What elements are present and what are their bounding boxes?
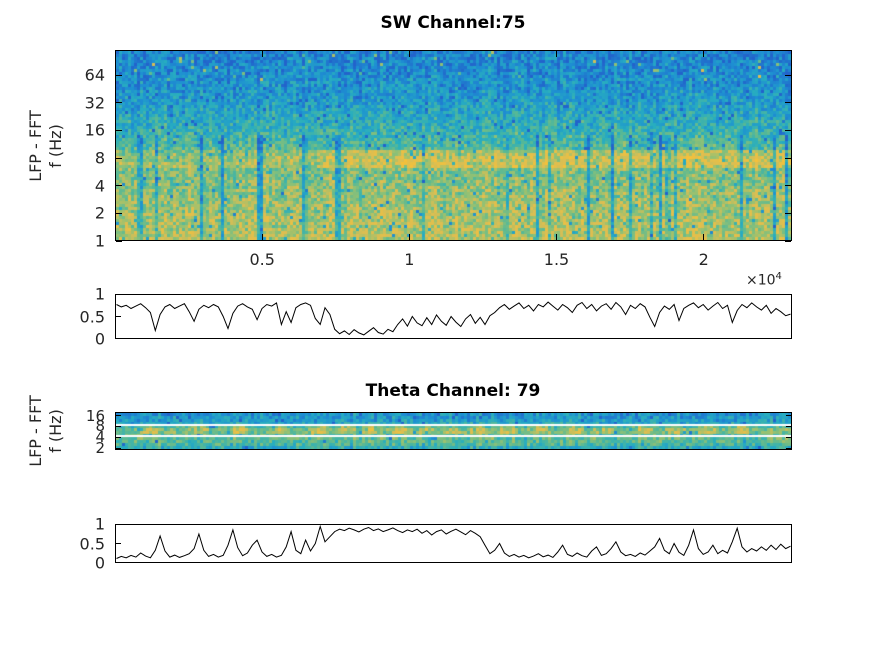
sw-y-tick-mark <box>116 102 122 104</box>
theta-y-axis-label: LFP - FFT f (Hz) <box>26 395 66 467</box>
sw-y-axis-label-line2: f (Hz) <box>46 124 65 168</box>
theta-spectrogram-panel <box>115 412 792 450</box>
sw-chart-title: SW Channel:75 <box>380 13 526 33</box>
sw-x-tick-mark-top <box>556 51 558 57</box>
sw-ratio-panel <box>115 294 792 339</box>
sw-x-tick-mark <box>261 234 263 240</box>
sw-y-tick-label: 1 <box>94 231 105 251</box>
sw-y-tick-mark <box>116 212 122 214</box>
sw-x-tick-mark-top <box>261 51 263 57</box>
sw-y-tick-label: 4 <box>94 176 105 196</box>
theta-ratio-panel <box>115 524 792 563</box>
sw-y-tick-mark-right <box>785 157 791 159</box>
sw-ratio-y-tick-label: 0 <box>94 329 105 349</box>
sw-x-tick-mark-top <box>703 51 705 57</box>
theta-y-tick-mark <box>116 436 121 438</box>
theta-spectrogram-image <box>116 413 791 449</box>
sw-ratio-line-plot <box>116 301 791 336</box>
theta-chart-title: Theta Channel: 79 <box>365 381 541 401</box>
theta-y-tick-label: 8 <box>95 417 105 436</box>
theta-y-axis-label-line2: f (Hz) <box>46 409 65 453</box>
sw-x-exponent-power: 4 <box>775 271 782 282</box>
theta-y-tick-label: 2 <box>95 439 105 458</box>
theta-y-axis-label-line1: LFP - FFT <box>26 395 45 467</box>
sw-y-tick-mark-right <box>785 212 791 214</box>
theta-ratio-y-tick-label: 0.5 <box>79 534 105 553</box>
sw-y-tick-label: 32 <box>84 93 105 113</box>
sw-y-axis-label: LFP - FFT f (Hz) <box>26 110 66 182</box>
sw-x-tick-mark <box>556 234 558 240</box>
sw-spectrogram-panel <box>115 50 792 241</box>
sw-y-tick-mark-right <box>785 185 791 187</box>
sw-x-tick-mark-top <box>408 51 410 57</box>
sw-y-tick-mark-right <box>785 102 791 104</box>
sw-ratio-y-tick-label: 0.5 <box>79 307 105 326</box>
theta-y-tick-mark-right <box>786 436 791 438</box>
sw-y-tick-mark-right <box>785 129 791 131</box>
sw-x-tick-label: 1.5 <box>543 250 570 269</box>
sw-y-tick-label: 2 <box>94 203 105 223</box>
sw-ratio-line <box>116 301 791 336</box>
sw-x-tick-mark <box>408 234 410 240</box>
theta-ratio-line <box>116 525 791 559</box>
sw-x-exponent-label: ×104 <box>746 271 782 289</box>
sw-x-tick-label: 1 <box>404 250 415 269</box>
sw-y-tick-mark <box>116 74 122 76</box>
sw-y-tick-mark <box>116 240 122 242</box>
sw-x-tick-mark <box>703 234 705 240</box>
theta-ratio-y-tick-mark <box>116 543 121 544</box>
sw-x-tick-label: 2 <box>698 250 709 269</box>
theta-y-tick-mark <box>116 447 121 449</box>
sw-y-tick-mark <box>116 185 122 187</box>
theta-y-tick-mark-right <box>786 447 791 449</box>
sw-y-tick-mark-right <box>785 74 791 76</box>
sw-ratio-y-tick-mark <box>116 316 121 317</box>
theta-y-tick-mark <box>116 415 121 417</box>
theta-y-tick-mark <box>116 425 121 427</box>
sw-y-tick-label: 64 <box>84 65 105 85</box>
sw-x-tick-label: 0.5 <box>249 250 275 269</box>
sw-y-axis-label-line1: LFP - FFT <box>26 110 45 182</box>
sw-x-exponent-base: ×10 <box>746 272 776 289</box>
sw-ratio-y-tick-label: 1 <box>94 284 105 304</box>
theta-y-tick-mark-right <box>786 425 791 427</box>
theta-y-tick-mark-right <box>786 415 791 417</box>
sw-y-tick-mark <box>116 157 122 159</box>
theta-ratio-y-tick-label: 1 <box>94 514 105 534</box>
theta-y-tick-label: 16 <box>85 406 105 425</box>
theta-ratio-y-tick-label: 0 <box>94 553 105 573</box>
theta-y-tick-label: 4 <box>95 428 105 447</box>
sw-y-tick-label: 8 <box>94 148 105 168</box>
sw-spectrogram-image <box>116 51 791 240</box>
theta-ratio-line-plot <box>116 525 791 559</box>
sw-y-tick-mark-right <box>785 240 791 242</box>
sw-y-tick-mark <box>116 129 122 131</box>
sw-y-tick-label: 16 <box>84 120 105 140</box>
